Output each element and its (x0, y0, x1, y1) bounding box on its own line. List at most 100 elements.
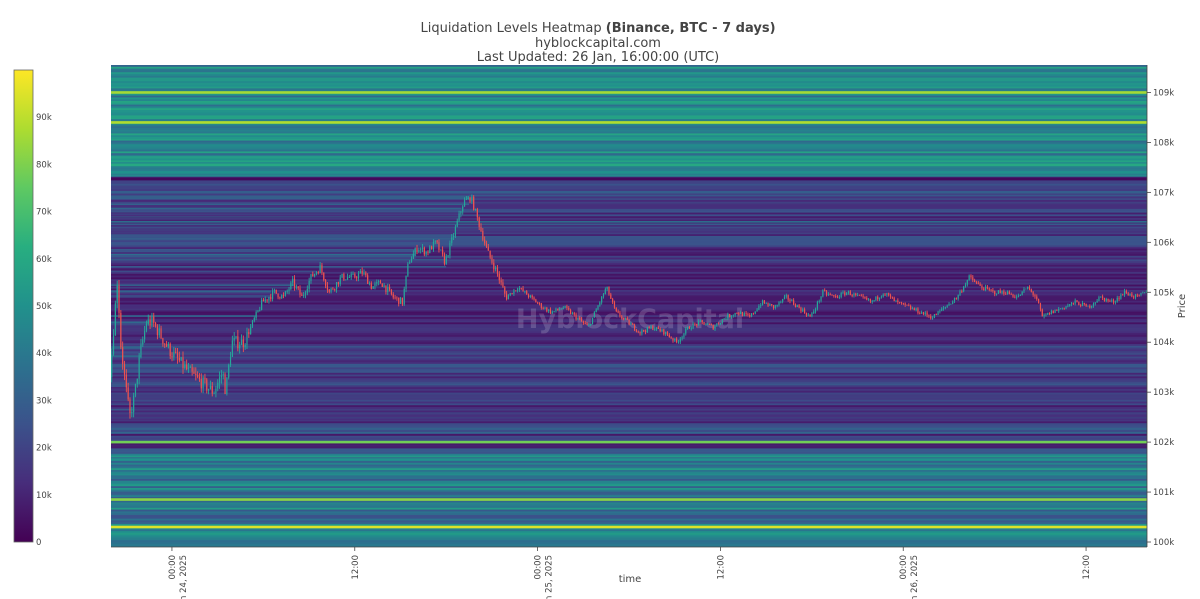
last-updated-text: Last Updated: 26 Jan, 16:00:00 (UTC) (477, 50, 719, 65)
candle-body (646, 327, 648, 333)
heatmap-band (111, 302, 1147, 305)
heatmap-band (111, 144, 1147, 147)
candle-body (756, 309, 758, 312)
heatmap-band (111, 497, 1147, 500)
candle-body (138, 357, 140, 379)
candle-body (829, 294, 831, 295)
candle-body (749, 314, 751, 317)
candle-body (632, 323, 634, 325)
candle-body (650, 326, 652, 329)
heatmap-band (111, 423, 1147, 426)
heatmap-band (111, 431, 1147, 434)
heatmap-band (111, 214, 462, 217)
heatmap-band (111, 434, 1147, 437)
candle-body (820, 296, 822, 301)
heatmap-band (111, 520, 1147, 523)
heatmap-band (111, 117, 1147, 120)
heatmap-band (111, 182, 1147, 185)
heatmap-band (111, 149, 1147, 152)
candle-body (902, 302, 904, 304)
heatmap-band (111, 158, 1147, 161)
candle-body (330, 288, 332, 292)
candle-body (140, 344, 142, 358)
candle-body (516, 289, 519, 291)
candle-body (335, 282, 338, 290)
heatmap-band (111, 353, 1147, 356)
x-axis-title: time (619, 574, 642, 585)
candle-body (518, 288, 520, 290)
candle-body (637, 331, 639, 333)
candle-body (268, 297, 270, 301)
heatmap-band (111, 252, 1147, 255)
candle-body (710, 324, 712, 326)
liquidation-level-line (111, 498, 1147, 501)
candle-body (253, 318, 255, 321)
candle-body (624, 318, 627, 319)
colorbar-tick-label: 70k (36, 208, 52, 218)
candle-body (612, 298, 614, 303)
candle-body (798, 305, 800, 308)
heatmap-band (111, 378, 1147, 381)
heatmap-band (111, 364, 180, 367)
candle-body (189, 367, 191, 369)
candle-body (1102, 296, 1104, 298)
candle-body (963, 286, 965, 292)
candle-body (385, 285, 387, 292)
candle-body (1001, 291, 1003, 293)
candle-body (875, 296, 877, 301)
heatmap-band (111, 218, 1147, 221)
candle-body (562, 307, 564, 309)
candle-body (231, 340, 233, 357)
heatmap-band (111, 363, 1147, 366)
candle-body (626, 318, 628, 320)
heatmap-band (111, 444, 1147, 447)
candle-body (953, 298, 956, 302)
candle-body (370, 283, 372, 289)
candle-body (451, 237, 453, 244)
heatmap-band (111, 479, 1147, 482)
candle-body (513, 290, 515, 295)
candle-body (1065, 306, 1067, 309)
candle-body (921, 312, 923, 314)
candle-body (164, 343, 166, 345)
heatmap-band (111, 344, 1147, 347)
candle-body (833, 295, 835, 297)
heatmap-band (111, 248, 416, 251)
candle-body (791, 300, 793, 302)
candle-body (824, 290, 826, 292)
candle-body (948, 303, 950, 306)
candle-body (1080, 305, 1082, 307)
candle-body (226, 377, 228, 394)
candle-body (381, 283, 383, 287)
heatmap-band (111, 268, 1147, 271)
candle-body (893, 297, 895, 302)
candle-body (193, 371, 195, 374)
candle-body (271, 290, 274, 299)
heatmap-band (111, 311, 1147, 314)
heatmap-band (111, 147, 1147, 150)
x-tick-label: 12:00 (716, 555, 726, 580)
candle-body (807, 314, 809, 316)
candle-body (718, 323, 720, 325)
colorbar-tick-label: 90k (36, 113, 52, 123)
candle-body (1061, 307, 1063, 309)
heatmap-band (111, 419, 1147, 422)
heatmap-band (111, 214, 1147, 217)
candle-body (476, 208, 478, 218)
heatmap-band (111, 189, 1147, 192)
heatmap-band (111, 229, 1147, 231)
candle-body (533, 297, 535, 300)
heatmap-band (111, 183, 1147, 186)
candle-body (133, 395, 135, 413)
candle-body (763, 300, 765, 304)
candle-body (222, 374, 224, 376)
heatmap-band (111, 538, 1147, 541)
heatmap-band (111, 142, 1147, 145)
liquidation-level-line (111, 163, 1147, 167)
heatmap-band (111, 197, 470, 199)
candle-body (211, 386, 213, 394)
candle-body (935, 314, 937, 316)
candle-body (207, 389, 210, 391)
candle-body (679, 338, 681, 342)
heatmap-band (111, 331, 1147, 334)
